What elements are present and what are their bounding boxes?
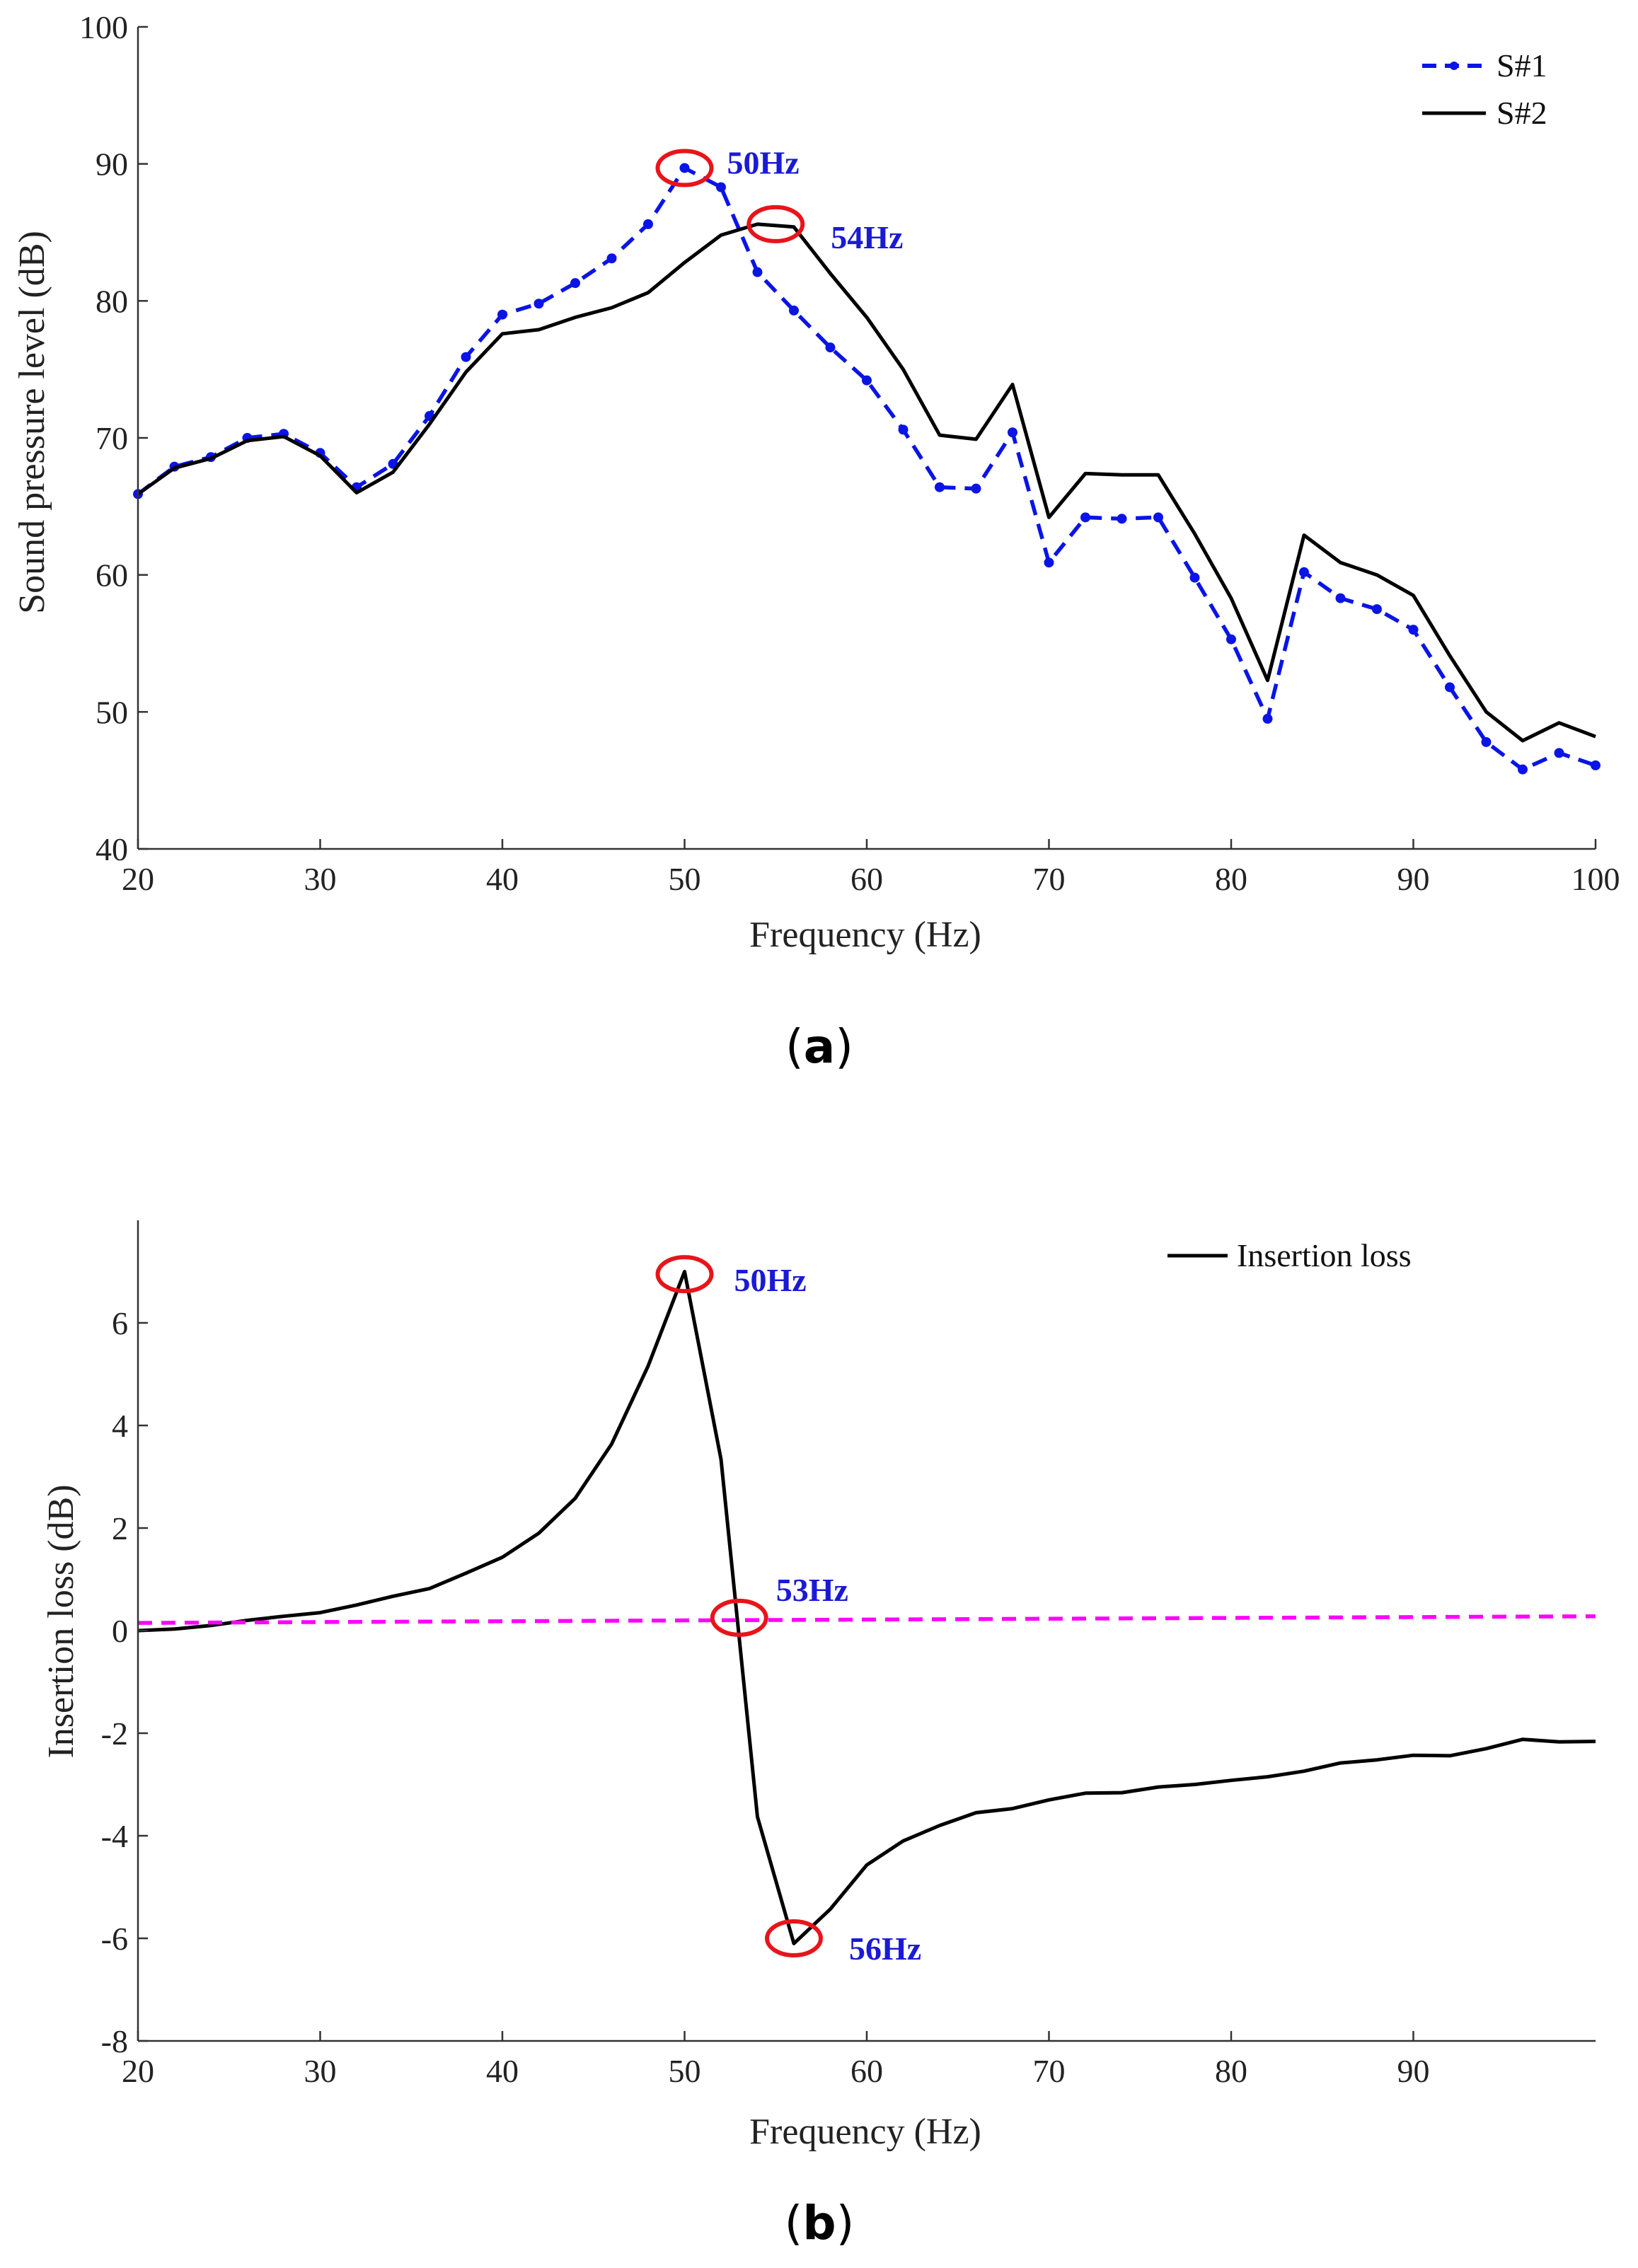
y-tick-label: 90	[96, 146, 128, 183]
annotation-label: 50Hz	[727, 144, 800, 180]
panel-b-y-axis-label: Insertion loss (dB)	[41, 1484, 81, 1758]
panel-a-legend: S#1 S#2	[1422, 47, 1547, 131]
panel-a-x-axis-label: Frequency (Hz)	[749, 915, 981, 955]
series-point	[1262, 714, 1273, 724]
annotation-label: 50Hz	[734, 1262, 807, 1298]
series-line-s-2	[137, 222, 1596, 743]
y-tick-label: 4	[112, 1408, 128, 1444]
series-point	[1044, 557, 1054, 568]
y-tick-label: 50	[96, 694, 128, 730]
x-tick-label: 80	[1215, 2053, 1247, 2089]
series-point	[789, 305, 799, 316]
series-point	[533, 299, 544, 309]
series-point	[1481, 736, 1492, 747]
series-line-reference	[137, 1614, 1596, 1625]
x-tick-label: 40	[486, 861, 519, 897]
series-point	[898, 424, 909, 435]
annotation-label: 53Hz	[776, 1572, 848, 1608]
series-point	[679, 163, 690, 173]
series-point	[1117, 514, 1127, 524]
series-point	[1591, 760, 1600, 770]
x-tick-label: 20	[122, 2053, 154, 2089]
series-point	[497, 309, 507, 320]
panel-a-y-axis-label: Sound pressure level (dB)	[12, 231, 52, 614]
x-tick-label: 70	[1033, 2053, 1066, 2089]
annotation-circle	[655, 1255, 714, 1294]
annotation-circle	[655, 149, 714, 187]
series-point	[606, 253, 617, 264]
y-tick-label: 40	[96, 831, 128, 867]
series-point	[1518, 764, 1528, 775]
series-point	[1226, 634, 1236, 644]
legend-s2-label: S#2	[1496, 95, 1547, 131]
y-tick-label: 80	[96, 283, 128, 319]
y-tick-label: 0	[112, 1613, 128, 1649]
x-tick-label: 30	[304, 2053, 337, 2089]
series-line-insertion-loss	[137, 1270, 1596, 1945]
legend-s1-marker	[1450, 62, 1458, 70]
x-tick-label: 100	[1571, 861, 1620, 897]
x-tick-label: 60	[850, 861, 883, 897]
y-tick-label: -6	[101, 1921, 128, 1957]
y-tick-label: -8	[101, 2023, 128, 2059]
panel-b-chart: 50Hz 53Hz 56Hz 20 30 40 50 60 70 80 90 -8 -6 -4 -2 0 2 4…	[41, 1220, 1596, 2152]
series-point	[1554, 748, 1564, 758]
series-point	[1299, 567, 1309, 577]
y-tick-label: -4	[101, 1818, 128, 1854]
y-tick-label: 70	[96, 420, 128, 456]
series-point	[1008, 427, 1017, 438]
annotation-label: 54Hz	[831, 219, 903, 255]
series-point	[935, 482, 945, 492]
x-tick-label: 20	[122, 861, 154, 897]
y-tick-label: 100	[79, 9, 128, 45]
panel-b-caption: (b)	[785, 2196, 855, 2250]
series-line-s-1	[137, 166, 1596, 772]
x-tick-label: 70	[1033, 861, 1066, 897]
x-tick-label: 90	[1397, 2053, 1430, 2089]
series-point	[643, 219, 653, 229]
series-point	[752, 267, 763, 277]
series-point	[1189, 572, 1200, 583]
panel-b-legend: Insertion loss	[1167, 1237, 1412, 1273]
y-tick-label: -2	[101, 1716, 128, 1752]
y-tick-label: 60	[96, 557, 128, 594]
x-tick-label: 30	[304, 861, 337, 897]
series-point	[971, 483, 981, 494]
series-point	[461, 352, 471, 362]
series-point	[1372, 604, 1382, 615]
x-tick-label: 60	[850, 2053, 883, 2089]
panel-b-x-axis-label: Frequency (Hz)	[749, 2112, 981, 2152]
y-tick-label: 6	[112, 1305, 128, 1341]
panel-a-chart: 50Hz 54Hz 20 30 40 50 60 70 80 90 100 40 50 60 70 80 90…	[12, 9, 1620, 955]
y-tick-label: 2	[112, 1510, 128, 1546]
x-tick-label: 50	[669, 2053, 701, 2089]
series-point	[1408, 625, 1419, 635]
x-tick-label: 80	[1215, 861, 1247, 897]
series-point	[825, 342, 836, 353]
annotation-circle	[746, 204, 805, 243]
legend-s1-label: S#1	[1496, 47, 1547, 83]
legend-il-label: Insertion loss	[1237, 1237, 1412, 1273]
x-tick-label: 40	[486, 2053, 519, 2089]
series-point	[1335, 593, 1346, 603]
annotation-label: 56Hz	[849, 1931, 921, 1967]
x-tick-label: 90	[1397, 861, 1430, 897]
series-point	[570, 278, 580, 289]
series-point	[716, 182, 726, 192]
series-point	[862, 375, 872, 386]
annotation-circle	[710, 1598, 768, 1637]
series-point	[1153, 512, 1163, 523]
panel-a-caption: (a)	[785, 1019, 853, 1074]
series-point	[1445, 682, 1455, 693]
annotation-circle	[765, 1919, 823, 1957]
series-point	[1080, 512, 1090, 523]
x-tick-label: 50	[669, 861, 701, 897]
